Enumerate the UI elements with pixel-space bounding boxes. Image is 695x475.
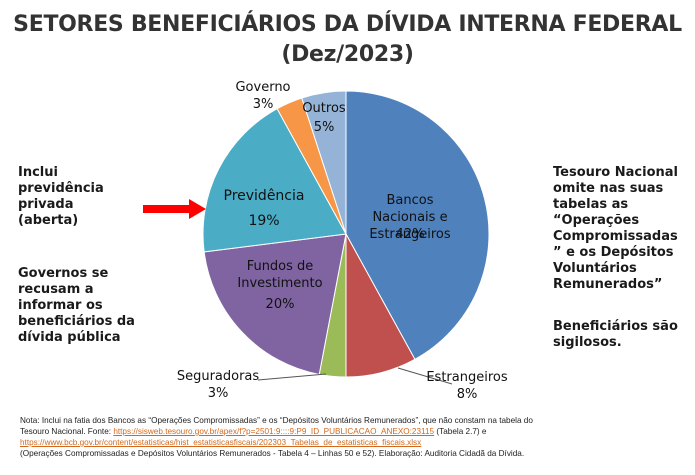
slice-label-estrangeiros: Estrangeiros [426, 370, 508, 385]
slice-value-governo: 3% [253, 97, 274, 112]
annotation-line: previdência [18, 181, 104, 196]
annotation-previdencia: Inclui previdência privada (aberta) [18, 165, 138, 229]
annotation-line: Compromissadas [553, 229, 678, 244]
pie-slice-fundos-de-investimento [203, 233, 347, 376]
footnote-line4: (Operações Compromissadas e Depósitos Vo… [20, 449, 525, 458]
tesouro-source-link[interactable]: https://sisweb.tesouro.gov.br/apex/f?p=2… [113, 427, 435, 436]
footnote-table-ref: (Tabela 2.7) e [436, 427, 487, 436]
slice-label-bancos-nacionais-e-estrangeiros: Bancos [387, 193, 434, 208]
footnote-line3: https://www.bcb.gov.br/content/estatisti… [20, 437, 675, 448]
annotation-line: Tesouro Nacional [553, 165, 678, 180]
slice-label-outros: Outros [302, 101, 346, 116]
annotation-line: recusam a [18, 282, 94, 297]
leader-line-seguradoras [257, 373, 327, 381]
annotation-line: ” e os Depósitos [553, 245, 674, 260]
arrow-icon [189, 199, 206, 219]
slice-label-bancos-nacionais-e-estrangeiros: Estrangeiros [369, 227, 451, 242]
annotation-line: Voluntários [553, 261, 637, 276]
footnote-source-label: Tesouro Nacional. Fonte: [20, 427, 112, 436]
pie-slice-previd-ncia [202, 108, 347, 253]
slice-value-outros: 5% [314, 120, 335, 135]
bcb-source-link[interactable]: https://www.bcb.gov.br/content/estatisti… [20, 438, 422, 447]
chart-title-line2: (Dez/2023) [281, 42, 414, 67]
arrow-icon-shaft [143, 205, 191, 213]
annotation-line: “Operações [553, 213, 640, 228]
annotation-line: Inclui [18, 165, 58, 180]
annotation-line: Remunerados” [553, 277, 663, 292]
slice-label-previd-ncia: Previdência [224, 188, 305, 204]
annotation-line: beneficiários da [18, 314, 135, 329]
slice-value-previd-ncia: 19% [248, 213, 279, 229]
slice-value-estrangeiros: 8% [457, 387, 478, 402]
annotation-line: sigilosos. [553, 335, 622, 350]
slice-label-fundos-de-investimento: Fundos de [247, 259, 314, 274]
slice-value-fundos-de-investimento: 20% [266, 297, 295, 312]
annotation-line: informar os [18, 298, 103, 313]
slice-label-fundos-de-investimento: Investimento [237, 276, 322, 291]
annotation-line: Beneficiários são [553, 319, 678, 334]
footnote-line1: Nota: Inclui na fatia dos Bancos as “Ope… [20, 416, 533, 425]
slice-label-seguradoras: Seguradoras [177, 369, 260, 384]
annotation-governos: Governos se recusam a informar os benefi… [18, 266, 143, 346]
leader-line-estrangeiros [397, 367, 453, 385]
annotation-line: privada (aberta) [18, 197, 79, 228]
footnote-line2: Tesouro Nacional. Fonte: https://sisweb.… [20, 426, 675, 437]
annotation-tesouro: Tesouro Nacional omite nas suas tabelas … [553, 165, 688, 293]
footnote: Nota: Inclui na fatia dos Bancos as “Ope… [20, 415, 675, 459]
annotation-line: Governos se [18, 266, 109, 281]
annotation-sigilosos: Beneficiários são sigilosos. [553, 319, 688, 351]
chart-title: SETORES BENEFICIÁRIOS DA DÍVIDA INTERNA … [0, 10, 695, 70]
slice-label-bancos-nacionais-e-estrangeiros: Nacionais e [372, 210, 447, 225]
chart-title-line1: SETORES BENEFICIÁRIOS DA DÍVIDA INTERNA … [13, 12, 682, 37]
annotation-line: omite nas suas [553, 181, 664, 196]
annotation-line: tabelas as [553, 197, 629, 212]
pie-slice-bancos-nacionais-e-estrangeiros [345, 90, 490, 360]
pie-slice-outros [301, 90, 347, 235]
slice-label-governo: Governo [235, 80, 290, 95]
slice-value-bancos-nacionais-e-estrangeiros: 42% [396, 227, 425, 242]
annotation-line: dívida pública [18, 330, 121, 345]
slice-value-seguradoras: 3% [208, 386, 229, 401]
